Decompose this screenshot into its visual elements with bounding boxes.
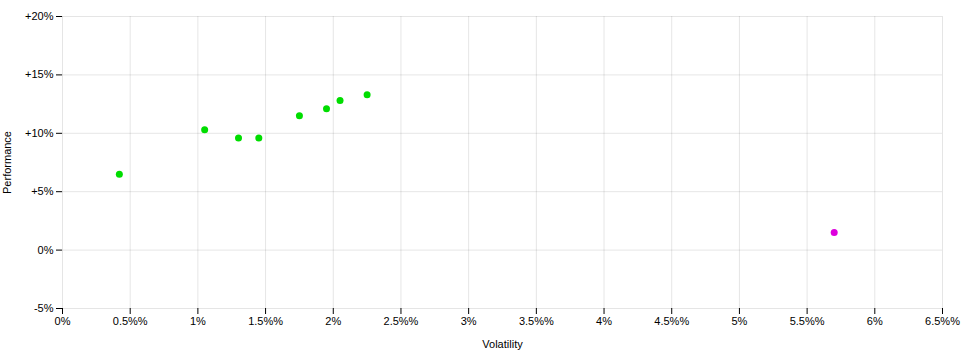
svg-text:6%: 6% [867, 315, 883, 327]
svg-text:5%: 5% [731, 315, 747, 327]
svg-text:-5%: -5% [34, 302, 54, 314]
svg-text:+20%: +20% [25, 10, 54, 22]
svg-text:1.5%%: 1.5%% [248, 315, 283, 327]
svg-text:Volatility: Volatility [482, 338, 523, 350]
svg-text:0.5%%: 0.5%% [113, 315, 148, 327]
svg-text:5.5%%: 5.5%% [790, 315, 825, 327]
svg-text:0%: 0% [55, 315, 71, 327]
svg-text:+10%: +10% [25, 127, 54, 139]
svg-text:+5%: +5% [31, 185, 54, 197]
svg-text:3%: 3% [461, 315, 477, 327]
svg-text:2%: 2% [325, 315, 341, 327]
svg-text:1%: 1% [190, 315, 206, 327]
svg-text:2.5%%: 2.5%% [384, 315, 419, 327]
svg-text:+15%: +15% [25, 68, 54, 80]
svg-text:Performance: Performance [1, 131, 13, 194]
svg-text:3.5%%: 3.5%% [519, 315, 554, 327]
svg-text:4%: 4% [596, 315, 612, 327]
svg-text:6.5%%: 6.5%% [925, 315, 960, 327]
svg-text:4.5%%: 4.5%% [654, 315, 689, 327]
svg-text:0%: 0% [38, 244, 54, 256]
